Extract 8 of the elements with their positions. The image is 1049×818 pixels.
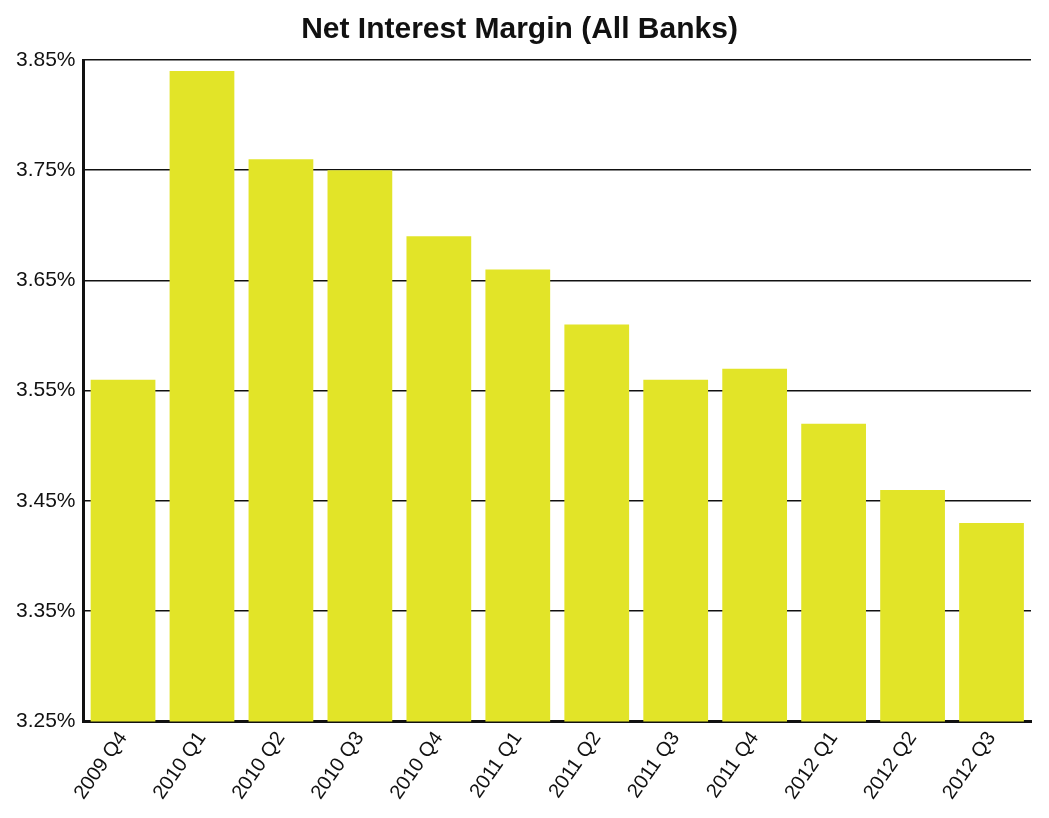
y-tick-label: 3.25% [16, 708, 76, 732]
y-tick-label: 3.55% [16, 377, 76, 401]
y-tick-label: 3.35% [16, 597, 76, 621]
y-tick-label: 3.85% [16, 46, 76, 70]
y-tick-label: 3.75% [16, 157, 76, 181]
chart-title: Net Interest Margin (All Banks) [301, 11, 738, 45]
y-tick-label: 3.45% [16, 487, 76, 511]
y-tick-label: 3.65% [16, 267, 76, 291]
